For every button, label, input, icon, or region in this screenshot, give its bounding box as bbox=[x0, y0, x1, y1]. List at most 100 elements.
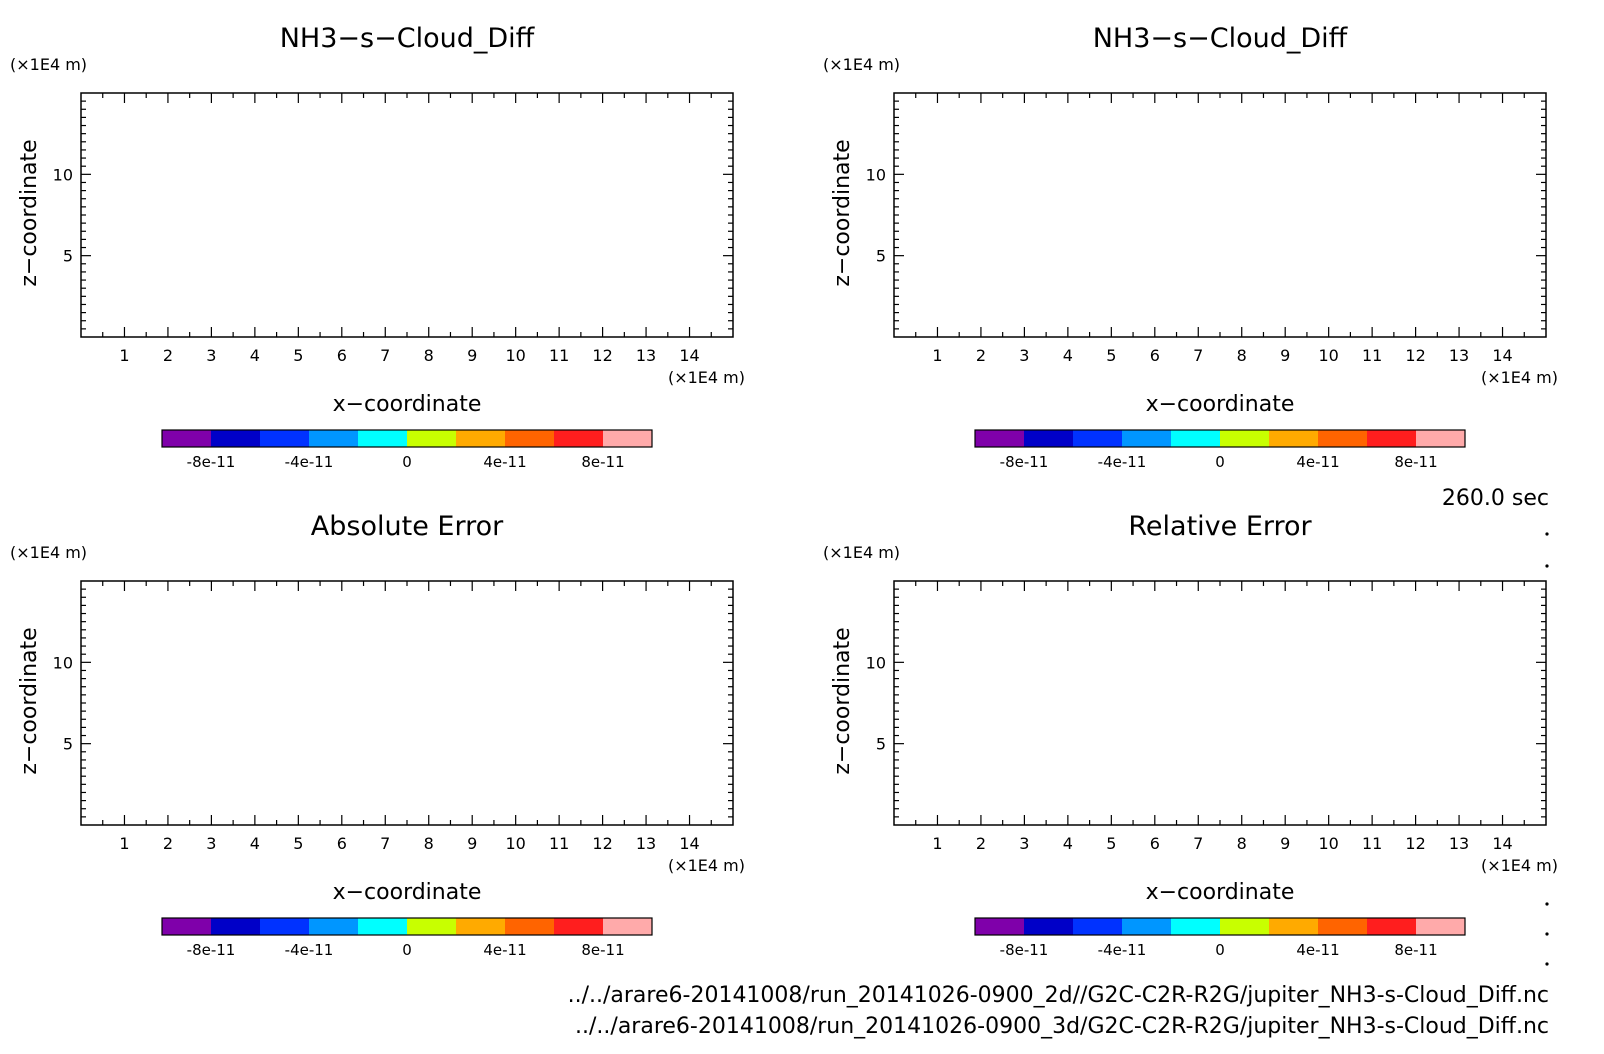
colorbar-swatch bbox=[603, 430, 653, 447]
x-tick-label: 4 bbox=[250, 346, 260, 365]
x-tick-label: 12 bbox=[1405, 834, 1425, 853]
colorbar-swatch bbox=[1171, 430, 1221, 447]
x-axis-unit: (×1E4 m) bbox=[1481, 856, 1558, 875]
colorbar-tick-label: -4e-11 bbox=[1098, 941, 1147, 959]
colorbar-swatch bbox=[603, 918, 653, 935]
margin-dot bbox=[1545, 902, 1549, 906]
chart-panel-3: Absolute Error(×1E4 m)1 2 3 4 5 6 7 8 9 10 11 12 13 1… bbox=[10, 511, 745, 959]
x-tick-label: 9 bbox=[467, 834, 477, 853]
colorbar-swatch bbox=[1367, 918, 1417, 935]
colorbar-swatch bbox=[1416, 430, 1466, 447]
x-axis-label: x−coordinate bbox=[1146, 392, 1295, 417]
x-tick-label: 8 bbox=[1237, 834, 1247, 853]
colorbar-swatch bbox=[554, 430, 604, 447]
colorbar-swatch bbox=[1318, 430, 1368, 447]
x-tick-label: 4 bbox=[1063, 834, 1073, 853]
colorbar-swatch bbox=[505, 918, 555, 935]
y-tick-label: 10 bbox=[53, 165, 73, 184]
x-tick-label: 2 bbox=[163, 346, 173, 365]
x-tick-label: 10 bbox=[1318, 346, 1338, 365]
x-tick-label: 3 bbox=[206, 834, 216, 853]
y-tick-label: 10 bbox=[866, 653, 886, 672]
colorbar-tick-label: 0 bbox=[1215, 453, 1225, 471]
x-tick-label: 9 bbox=[1280, 834, 1290, 853]
y-tick-label: 10 bbox=[866, 165, 886, 184]
x-tick-label: 5 bbox=[1106, 834, 1116, 853]
colorbar-swatch bbox=[1269, 430, 1319, 447]
colorbar-tick-label: 8e-11 bbox=[1394, 941, 1437, 959]
x-tick-label: 2 bbox=[976, 346, 986, 365]
colorbar-tick-label: -4e-11 bbox=[1098, 453, 1147, 471]
colorbar-tick-label: -8e-11 bbox=[187, 941, 236, 959]
x-tick-label: 3 bbox=[206, 346, 216, 365]
margin-dot bbox=[1545, 962, 1549, 966]
x-tick-label: 7 bbox=[1193, 834, 1203, 853]
x-tick-label: 7 bbox=[380, 834, 390, 853]
colorbar-swatch bbox=[1122, 918, 1172, 935]
x-tick-label: 13 bbox=[636, 834, 656, 853]
colorbar-tick-label: 8e-11 bbox=[581, 941, 624, 959]
chart-title: Relative Error bbox=[1128, 511, 1312, 542]
x-tick-label: 9 bbox=[467, 346, 477, 365]
x-tick-label: 4 bbox=[250, 834, 260, 853]
chart-title: Absolute Error bbox=[311, 511, 504, 542]
x-tick-label: 10 bbox=[505, 834, 525, 853]
time-label: 260.0 sec bbox=[1442, 486, 1549, 511]
x-tick-label: 11 bbox=[549, 834, 569, 853]
colorbar-swatch bbox=[211, 918, 261, 935]
x-tick-label: 10 bbox=[1318, 834, 1338, 853]
colorbar-frame bbox=[974, 917, 1466, 936]
colorbar-tick-label: 8e-11 bbox=[581, 453, 624, 471]
colorbar-swatch bbox=[260, 430, 310, 447]
x-tick-label: 8 bbox=[424, 346, 434, 365]
x-tick-label: 11 bbox=[549, 346, 569, 365]
x-axis-unit: (×1E4 m) bbox=[1481, 368, 1558, 387]
colorbar-swatch bbox=[1171, 918, 1221, 935]
x-tick-label: 5 bbox=[293, 834, 303, 853]
colorbar-swatch bbox=[1024, 430, 1074, 447]
colorbar-swatch bbox=[1073, 918, 1123, 935]
colorbar-frame bbox=[161, 429, 653, 448]
x-tick-label: 12 bbox=[592, 834, 612, 853]
colorbar-swatch bbox=[1416, 918, 1466, 935]
x-tick-label: 5 bbox=[1106, 346, 1116, 365]
colorbar: -8e-11 -4e-11 0 4e-11 8e-11 bbox=[974, 429, 1466, 471]
x-tick-label: 2 bbox=[976, 834, 986, 853]
margin-dot bbox=[1545, 932, 1549, 936]
colorbar-swatch bbox=[162, 430, 212, 447]
x-tick-label: 5 bbox=[293, 346, 303, 365]
y-tick-label: 10 bbox=[53, 653, 73, 672]
plot-frame bbox=[893, 580, 1547, 826]
x-tick-label: 6 bbox=[337, 834, 347, 853]
colorbar-tick-label: -4e-11 bbox=[285, 941, 334, 959]
colorbar-swatch bbox=[1269, 918, 1319, 935]
x-tick-label: 8 bbox=[1237, 346, 1247, 365]
y-tick-label: 5 bbox=[876, 247, 886, 266]
chart-title: NH3−s−Cloud_Diff bbox=[280, 23, 536, 54]
y-axis-label: z−coordinate bbox=[830, 139, 855, 286]
x-tick-label: 4 bbox=[1063, 346, 1073, 365]
plot-frame bbox=[893, 92, 1547, 338]
colorbar-tick-label: 4e-11 bbox=[1296, 941, 1339, 959]
colorbar-swatch bbox=[1073, 430, 1123, 447]
y-axis-label: z−coordinate bbox=[17, 139, 42, 286]
colorbar-swatch bbox=[975, 918, 1025, 935]
x-axis-label: x−coordinate bbox=[1146, 880, 1295, 905]
x-tick-label: 12 bbox=[592, 346, 612, 365]
margin-dot bbox=[1545, 532, 1549, 536]
x-tick-label: 14 bbox=[1492, 834, 1512, 853]
colorbar-swatch bbox=[358, 918, 408, 935]
colorbar-tick-label: -8e-11 bbox=[1000, 941, 1049, 959]
colorbar-tick-label: 4e-11 bbox=[483, 941, 526, 959]
colorbar-swatch bbox=[1220, 430, 1270, 447]
chart-panel-1: NH3−s−Cloud_Diff(×1E4 m)1 2 3 4 5 6 7 8 9 10 11 12 1… bbox=[10, 23, 745, 471]
colorbar-swatch bbox=[1122, 430, 1172, 447]
plot-frame bbox=[80, 92, 734, 338]
y-tick-label: 5 bbox=[63, 247, 73, 266]
x-tick-label: 14 bbox=[679, 346, 699, 365]
x-axis-label: x−coordinate bbox=[333, 880, 482, 905]
colorbar-swatch bbox=[1318, 918, 1368, 935]
x-tick-label: 13 bbox=[636, 346, 656, 365]
plot-frame bbox=[80, 580, 734, 826]
